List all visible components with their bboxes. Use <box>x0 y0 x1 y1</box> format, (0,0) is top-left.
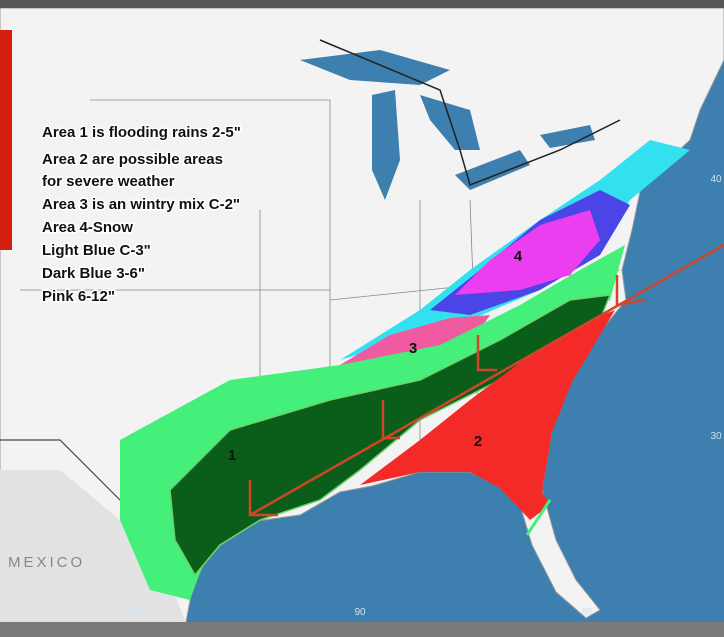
severe-red <box>360 310 615 520</box>
flood-arrows <box>248 243 724 517</box>
area-label: 3 <box>409 340 417 357</box>
legend-line: Dark Blue 3-6" <box>42 265 145 282</box>
toolbar <box>0 0 724 8</box>
side-panel <box>0 30 12 250</box>
legend: Area 1 is flooding rains 2-5" Area 2 are… <box>41 123 243 307</box>
country-label: MEXICO <box>8 554 85 571</box>
latitude-label: 30 <box>710 431 722 442</box>
legend-line: Area 4-Snow <box>42 219 133 236</box>
area-label: 2 <box>474 433 482 450</box>
area-label: 1 <box>228 447 236 464</box>
longitude-label: 90 <box>354 607 366 618</box>
longitude-label: 80 <box>581 607 593 618</box>
legend-line: Area 3 is an wintry mix C-2" <box>42 196 240 213</box>
legend-line: Pink 6-12" <box>42 288 115 305</box>
latitude-label: 40 <box>710 174 722 185</box>
area-label: 4 <box>514 248 523 265</box>
legend-line: Area 2 are possible areas <box>42 151 223 168</box>
florida-line <box>525 499 552 536</box>
legend-line: Area 1 is flooding rains 2-5" <box>42 124 241 141</box>
mexico <box>0 470 186 622</box>
legend-line: Light Blue C-3" <box>42 242 151 259</box>
snow-pink <box>455 210 600 295</box>
bottom-bar <box>0 622 724 637</box>
wintry-mix <box>335 315 490 368</box>
legend-line: for severe weather <box>42 173 175 190</box>
great-lakes <box>300 50 595 200</box>
longitude-label: 100 <box>129 607 146 618</box>
